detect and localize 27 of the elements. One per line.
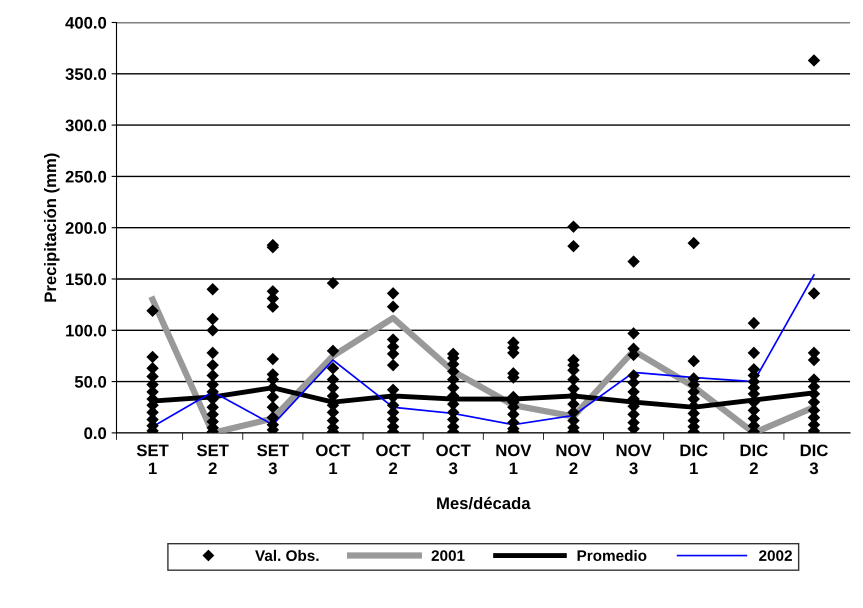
y-tick-label: 400.0 xyxy=(65,16,106,29)
y-tick-label: 300.0 xyxy=(65,119,106,132)
text: Val. Obs. xyxy=(255,550,318,562)
x-axis-title: Mes/década xyxy=(437,496,531,510)
x-tick-label: OCT 1 xyxy=(316,444,350,474)
y-tick-label: 150.0 xyxy=(66,273,106,286)
x-tick-label: DIC 2 xyxy=(740,444,768,474)
legend-label: 2002 xyxy=(759,550,792,562)
x-tick-label: OCT 2 xyxy=(376,444,410,474)
x-tick-label: DIC 1 xyxy=(680,444,708,474)
y-tick-label: 350.0 xyxy=(65,68,106,80)
x-tick-label: SET 2 xyxy=(196,444,229,474)
y-tick-label: 0.0 xyxy=(84,427,106,440)
y-tick-label: 50.0 xyxy=(74,376,106,388)
x-tick-label: NOV 1 xyxy=(496,444,532,474)
y-tick-label: 200.0 xyxy=(66,222,106,234)
x-tick-label: SET 1 xyxy=(136,444,169,474)
y-tick-label: 100.0 xyxy=(66,324,106,336)
y-axis-title: Precipitación (mm) xyxy=(44,154,60,302)
legend-label: Promedio xyxy=(578,550,646,562)
x-tick-label: OCT 3 xyxy=(436,444,471,474)
x-tick-label: SET 3 xyxy=(257,444,289,474)
x-tick-label: DIC 3 xyxy=(800,444,828,474)
x-tick-label: NOV 3 xyxy=(616,444,652,474)
x-tick-label: NOV 2 xyxy=(556,444,592,474)
legend-label: 2001 xyxy=(432,550,465,562)
y-tick-label: 250.0 xyxy=(66,170,106,183)
